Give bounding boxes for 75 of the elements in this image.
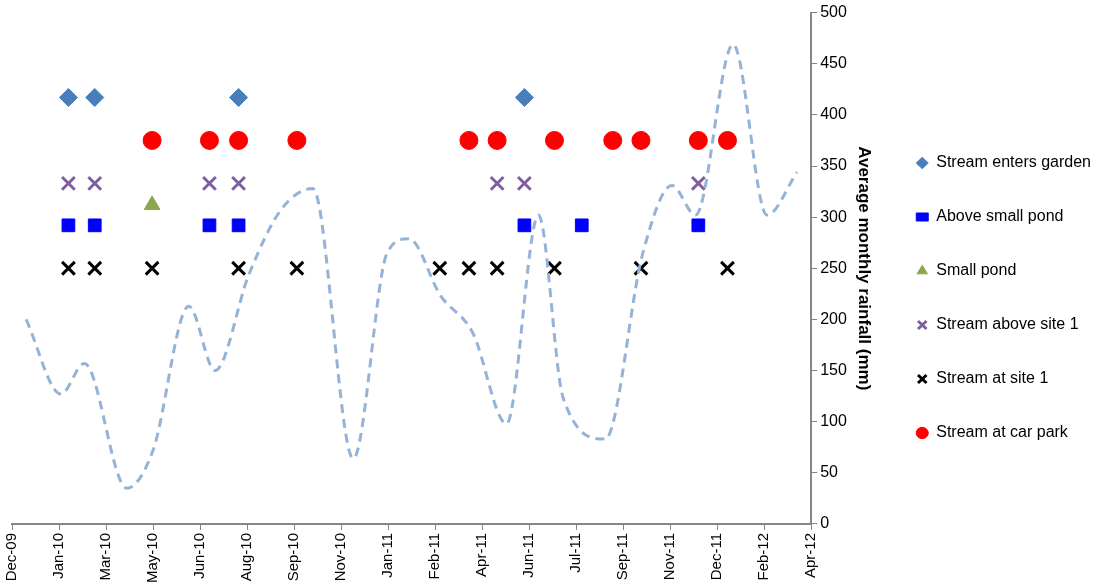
y-tick-label: 450 xyxy=(820,54,847,72)
x-tick-label: Mar-10 xyxy=(96,532,114,581)
point xyxy=(85,87,105,107)
point xyxy=(289,260,305,277)
point xyxy=(229,87,249,107)
legend-label: Above small pond xyxy=(936,207,1064,225)
x-tick-label: May-10 xyxy=(143,532,161,584)
point xyxy=(144,260,160,277)
legend-label: Stream at car park xyxy=(936,423,1069,441)
point xyxy=(431,260,448,277)
x-tick-label: Feb-11 xyxy=(425,532,443,580)
point xyxy=(199,130,219,150)
x-tick-label: Sep-10 xyxy=(284,532,302,582)
point xyxy=(86,260,103,277)
point xyxy=(516,175,533,192)
y-tick-label: 250 xyxy=(820,258,847,276)
point xyxy=(489,260,505,277)
point xyxy=(86,175,103,192)
x-tick-label: Nov-10 xyxy=(331,532,349,582)
line-series xyxy=(24,42,799,490)
point xyxy=(60,175,77,192)
x-tick-label: Sep-11 xyxy=(613,532,631,581)
point xyxy=(546,260,563,277)
point xyxy=(603,130,623,150)
point xyxy=(691,218,706,233)
x-tick-label: Nov-11 xyxy=(660,532,678,581)
legend-label: Stream at site 1 xyxy=(936,369,1049,387)
legend-label: Stream enters garden xyxy=(936,153,1091,171)
point xyxy=(514,87,534,107)
y-axis-title: Average monthly rainfall (mm) xyxy=(855,146,875,391)
y-tick-label: 50 xyxy=(820,463,839,481)
x-tick-label: Jun-10 xyxy=(190,532,208,579)
x-tick-label: Jul-11 xyxy=(566,532,584,573)
point xyxy=(717,130,737,150)
y-tick-label: 500 xyxy=(820,3,847,21)
y-tick-label: 100 xyxy=(820,412,847,430)
y-tick-label: 400 xyxy=(820,105,847,123)
y-tick-label: 200 xyxy=(820,309,847,327)
point xyxy=(287,130,307,150)
point xyxy=(574,218,589,233)
y-tick-label: 150 xyxy=(820,360,847,378)
point xyxy=(142,130,162,150)
point xyxy=(229,130,249,150)
legend-label: Stream above site 1 xyxy=(936,315,1079,333)
x-tick-label: Dec-09 xyxy=(2,532,20,582)
x-tick-label: Apr-11 xyxy=(472,532,490,577)
y-tick-label: 300 xyxy=(820,207,847,225)
point xyxy=(487,130,507,150)
point xyxy=(544,130,564,150)
point xyxy=(201,175,218,192)
point xyxy=(517,218,532,233)
point xyxy=(719,260,736,277)
x-tick-label: Jan-11 xyxy=(378,532,396,578)
x-tick-label: Feb-12 xyxy=(754,532,772,581)
y-tick-label: 0 xyxy=(820,514,830,532)
point xyxy=(489,175,505,192)
point xyxy=(87,218,102,233)
point xyxy=(58,87,78,107)
x-tick-label: Apr-12 xyxy=(801,532,819,579)
y-tick-label: 350 xyxy=(820,156,847,174)
point xyxy=(688,130,708,150)
legend-label: Small pond xyxy=(936,261,1017,279)
point xyxy=(230,175,247,192)
point xyxy=(461,260,477,277)
point xyxy=(61,218,76,233)
x-tick-label: Dec-11 xyxy=(707,532,725,581)
point xyxy=(60,260,77,277)
point xyxy=(459,130,479,150)
x-tick-label: Aug-10 xyxy=(237,532,255,582)
point xyxy=(230,260,247,277)
point xyxy=(231,218,246,233)
point xyxy=(202,218,217,233)
x-tick-label: Jun-11 xyxy=(519,532,537,578)
x-tick-label: Jan-10 xyxy=(49,532,67,579)
point xyxy=(631,130,651,150)
